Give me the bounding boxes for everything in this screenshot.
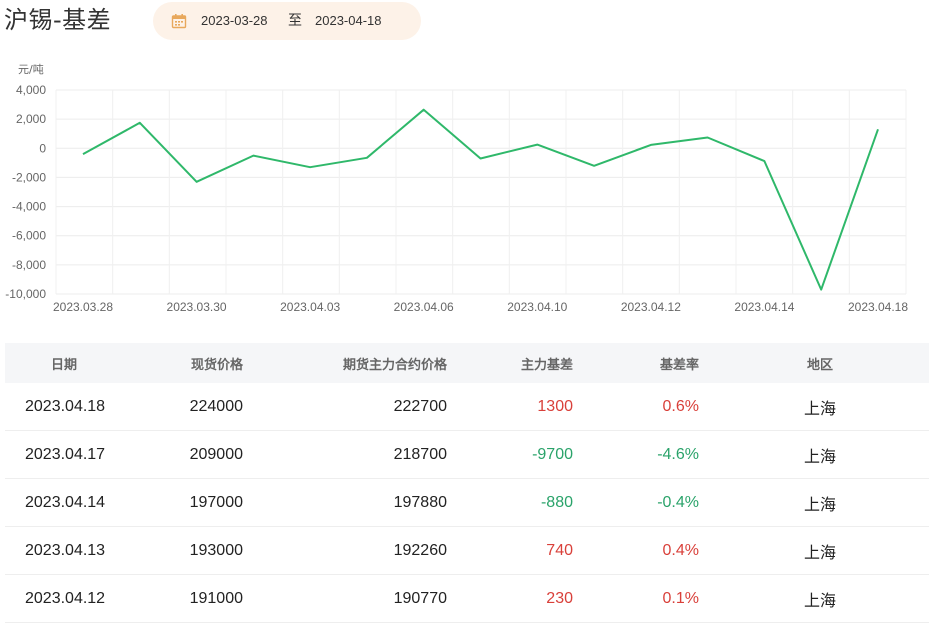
row-futures-price: 192260 [393, 541, 447, 559]
header: 沪锡-基差 2023-03-28 至 2023-04-18 [0, 0, 936, 44]
table-header: 日期 现货价格 期货主力合约价格 主力基差 基差率 地区 [5, 343, 929, 383]
row-basis: -880 [540, 493, 573, 511]
row-spot-price: 193000 [189, 541, 243, 559]
header-basis-rate: 基差率 [659, 357, 699, 373]
y-tick-label: -8,000 [12, 258, 46, 272]
row-spot-price: 191000 [189, 589, 243, 607]
x-tick-label: 2023.04.18 [848, 300, 908, 314]
row-region: 上海 [803, 494, 836, 514]
x-tick-label: 2023.04.12 [621, 300, 681, 314]
basis-series-line [82, 108, 879, 291]
page-title: 沪锡-基差 [4, 6, 112, 34]
table-row: 2023.04.14 197000 197880 -880 -0.4% 上海 [5, 479, 929, 527]
row-basis-rate: -0.4% [657, 493, 699, 511]
row-region: 上海 [803, 542, 836, 562]
row-spot-price: 209000 [189, 445, 243, 463]
row-spot-price: 197000 [189, 493, 243, 511]
date-range-separator: 至 [288, 13, 302, 29]
row-basis: 740 [546, 541, 573, 559]
row-futures-price: 218700 [393, 445, 447, 463]
row-region: 上海 [803, 398, 836, 418]
header-spot-price: 现货价格 [190, 357, 243, 373]
row-region: 上海 [803, 590, 836, 610]
row-basis-rate: 0.4% [662, 541, 699, 559]
y-tick-label: -6,000 [12, 229, 46, 243]
table-row: 2023.04.13 193000 192260 740 0.4% 上海 [5, 527, 929, 575]
date-range-picker[interactable]: 2023-03-28 至 2023-04-18 [153, 2, 421, 40]
header-region: 地区 [806, 357, 833, 373]
row-date: 2023.04.14 [25, 493, 106, 511]
chart-svg: 元/吨 4,000 2,000 0 -2,000 -4,000 -6,000 -8,000 -1… [5, 63, 908, 314]
table-row: 2023.04.17 209000 218700 -9700 -4.6% 上海 [5, 431, 929, 479]
end-date-input[interactable]: 2023-04-18 [315, 13, 382, 28]
row-futures-price: 190770 [393, 589, 447, 607]
row-basis: 230 [546, 589, 573, 607]
row-date: 2023.04.18 [25, 397, 106, 415]
header-date: 日期 [51, 357, 78, 373]
x-tick-label: 2023.04.03 [280, 300, 340, 314]
row-basis-rate: 0.6% [662, 397, 699, 415]
x-tick-label: 2023.03.28 [53, 300, 113, 314]
basis-line-chart: 元/吨 4,000 2,000 0 -2,000 -4,000 -6,000 -8,000 -1… [0, 56, 936, 326]
row-region: 上海 [803, 446, 836, 466]
row-spot-price: 224000 [189, 397, 243, 415]
x-tick-label: 2023.04.14 [734, 300, 794, 314]
row-basis: -9700 [532, 445, 573, 463]
x-tick-label: 2023.04.10 [507, 300, 567, 314]
y-tick-label: 4,000 [16, 83, 46, 97]
calendar-icon [171, 14, 187, 29]
row-basis-rate: -4.6% [657, 445, 699, 463]
row-basis-rate: 0.1% [662, 589, 699, 607]
basis-table: 日期 现货价格 期货主力合约价格 主力基差 基差率 地区 2023.04.18 … [5, 343, 929, 623]
y-tick-label: -10,000 [5, 287, 46, 301]
header-basis: 主力基差 [520, 357, 573, 373]
x-tick-label: 2023.04.06 [394, 300, 454, 314]
row-basis: 1300 [537, 397, 573, 415]
table-row: 2023.04.18 224000 222700 1300 0.6% 上海 [5, 383, 929, 431]
row-futures-price: 197880 [393, 493, 447, 511]
y-axis-unit-label: 元/吨 [18, 63, 44, 76]
table-row: 2023.04.12 191000 190770 230 0.1% 上海 [5, 575, 929, 623]
x-tick-label: 2023.03.30 [167, 300, 227, 314]
row-date: 2023.04.13 [25, 541, 106, 559]
row-date: 2023.04.17 [25, 445, 106, 463]
y-tick-label: -2,000 [12, 170, 46, 184]
y-tick-label: -4,000 [12, 200, 46, 214]
y-tick-label: 0 [39, 141, 46, 155]
y-tick-label: 2,000 [16, 112, 46, 126]
header-futures-price: 期货主力合约价格 [342, 357, 447, 373]
row-futures-price: 222700 [393, 397, 447, 415]
start-date-input[interactable]: 2023-03-28 [201, 13, 268, 28]
row-date: 2023.04.12 [25, 589, 106, 607]
